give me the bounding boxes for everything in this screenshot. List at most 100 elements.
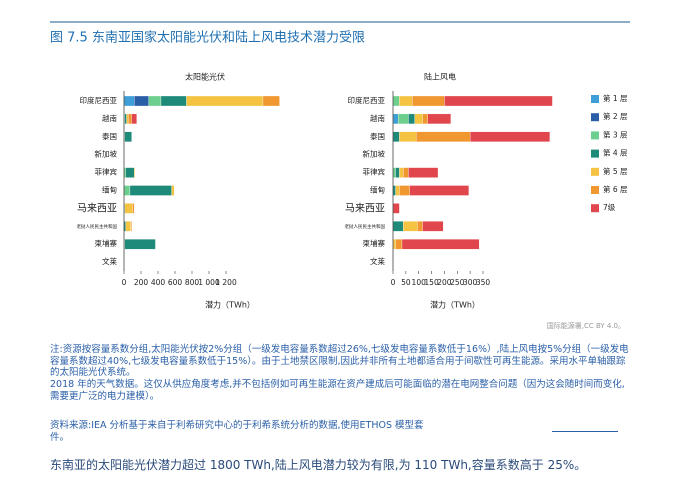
figure-title: 图 7.5 东南亚国家太阳能光伏和陆上风电技术潜力受限: [50, 30, 365, 46]
bar-segment: [124, 203, 133, 214]
bar-segment: [160, 95, 187, 107]
bar-segment: [417, 221, 423, 232]
bar-segment: [403, 167, 409, 178]
bar-segment: [399, 185, 410, 196]
category-label: 柬埔寨: [363, 238, 386, 248]
category-label: 印度尼西亚: [80, 95, 118, 105]
bar-segment: [123, 95, 135, 107]
bar-segment: [395, 239, 403, 250]
bar-segment: [262, 95, 280, 107]
bar-segment: [171, 185, 175, 196]
credit: 国际能源署,CC BY 4.0。: [547, 321, 625, 330]
bar-segment: [401, 239, 480, 250]
bar-segment: [186, 95, 264, 107]
bar-segment: [427, 113, 452, 125]
x-tick-label: 350: [476, 278, 491, 287]
category-label: 菲律宾: [363, 167, 386, 177]
legend-swatch: [591, 131, 599, 140]
axis-label: 潜力（TWh）: [205, 300, 255, 310]
bar-segment: [125, 221, 131, 232]
bar-segment: [124, 131, 132, 142]
bar-segment: [397, 113, 409, 125]
legend-swatch: [591, 186, 599, 194]
x-tick-label: 150: [424, 278, 439, 287]
bar-segment: [403, 221, 418, 232]
category-label: 老挝人民民主共和国: [77, 223, 118, 230]
bar-segment: [415, 131, 471, 142]
category-label: 新加坡: [363, 149, 386, 159]
bar-segment: [409, 185, 470, 196]
bar-segment: [125, 167, 135, 178]
bar-segment: [392, 221, 404, 232]
bar-segment: [408, 167, 439, 178]
legend-label: 第 6 层: [603, 184, 628, 194]
bar-segment: [395, 167, 400, 178]
note: 注:资源按容量系数分组,太阳能光伏按2%分组（一级发电容量系数超过26%,七级发…: [50, 344, 629, 378]
x-tick-label: 400: [151, 278, 166, 287]
x-tick-label: 300: [463, 278, 478, 287]
category-label: 新加坡: [95, 149, 118, 159]
category-label: 马来西亚: [77, 202, 117, 214]
bar-segment: [134, 167, 136, 178]
x-tick-label: 800: [185, 278, 200, 287]
category-label: 文莱: [102, 256, 117, 266]
bar-segment: [392, 113, 399, 125]
legend-label: 第 3 层: [603, 129, 628, 139]
bar-segment: [412, 95, 445, 107]
bar-segment: [124, 113, 127, 125]
legend-swatch: [591, 113, 599, 122]
category-label: 泰国: [370, 131, 385, 141]
rule: [552, 431, 618, 432]
bar-segment: [399, 167, 404, 178]
source: 资料来源:IEA 分析基于来自于利希研究中心的于利希系统分析的数据,使用ETHO…: [50, 420, 424, 443]
legend-label: 第 4 层: [603, 148, 628, 158]
legend-label: 7级: [603, 202, 616, 212]
bar-segment: [131, 113, 137, 125]
x-tick-label: 100: [412, 278, 427, 287]
bar-segment: [408, 113, 416, 125]
bar-segment: [392, 131, 400, 142]
bar-segment: [134, 95, 149, 107]
axis-label: 潜力（TWh）: [430, 300, 480, 310]
category-label: 柬埔寨: [95, 238, 118, 248]
category-label: 菲律宾: [95, 167, 118, 177]
bar-segment: [399, 95, 413, 107]
x-tick-label: 0: [122, 278, 127, 287]
bar-segment: [392, 203, 400, 214]
bar-segment: [414, 113, 423, 125]
legend-label: 第 2 层: [603, 111, 628, 121]
chart-title: 陆上风电: [424, 72, 456, 82]
note: 2018 年的天气数据。这仅从供应角度考虑,并不包括例如可再生能源在资产建成后可…: [50, 379, 625, 402]
bar-segment: [126, 113, 129, 125]
bar-segment: [392, 95, 400, 107]
bar-segment: [132, 203, 135, 214]
legend-swatch: [591, 95, 599, 103]
bar-segment: [148, 95, 162, 107]
bar-segment: [469, 131, 551, 142]
x-tick-label: 600: [168, 278, 183, 287]
figure: 图 7.5 东南亚国家太阳能光伏和陆上风电技术潜力受限 国际能源署,CC BY …: [50, 21, 630, 330]
legend-label: 第 1 层: [603, 93, 628, 103]
summary: 东南亚的太阳能光伏潜力超过 1800 TWh,陆上风电潜力较为有限,为 110 …: [50, 458, 587, 472]
bar-segment: [128, 113, 132, 125]
category-label: 印度尼西亚: [348, 95, 386, 105]
legend-swatch: [591, 167, 599, 176]
category-label: 老挝人民民主共和国: [345, 223, 386, 230]
x-tick-label: 50: [401, 278, 411, 287]
legend-label: 第 5 层: [603, 166, 628, 176]
legend-swatch: [591, 204, 599, 213]
legend-swatch: [591, 149, 599, 158]
chart-title: 太阳能光伏: [185, 72, 225, 82]
category-label: 越南: [370, 113, 385, 123]
category-label: 泰国: [102, 131, 117, 141]
x-tick-label: 1 200: [215, 278, 237, 287]
bar-segment: [130, 221, 132, 232]
bar-segment: [422, 113, 428, 125]
category-label: 越南: [102, 113, 117, 123]
x-tick-label: 250: [450, 278, 465, 287]
category-label: 缅甸: [370, 185, 385, 195]
x-tick-label: 200: [437, 278, 452, 287]
category-label: 马来西亚: [345, 202, 385, 214]
x-tick-label: 0: [391, 278, 396, 287]
